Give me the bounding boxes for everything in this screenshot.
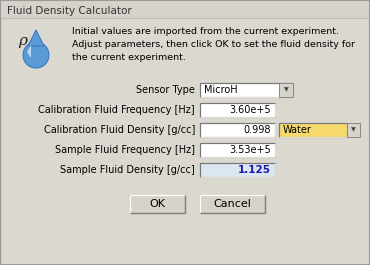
Bar bbox=[200, 195, 265, 213]
Text: OK: OK bbox=[149, 199, 165, 209]
Text: Water: Water bbox=[283, 125, 312, 135]
Bar bbox=[347, 123, 360, 137]
Text: 1.125: 1.125 bbox=[238, 165, 271, 175]
Text: Sample Fluid Density [g/cc]: Sample Fluid Density [g/cc] bbox=[60, 165, 195, 175]
Text: ρ: ρ bbox=[18, 34, 27, 48]
Text: 3.60e+5: 3.60e+5 bbox=[229, 105, 271, 115]
Polygon shape bbox=[28, 30, 44, 46]
Bar bbox=[200, 83, 293, 97]
Text: MicroH: MicroH bbox=[204, 85, 238, 95]
Bar bbox=[200, 103, 275, 117]
Text: Sensor Type: Sensor Type bbox=[136, 85, 195, 95]
Bar bbox=[200, 143, 275, 157]
Bar bbox=[200, 163, 275, 177]
Text: Calibration Fluid Density [g/cc]: Calibration Fluid Density [g/cc] bbox=[44, 125, 195, 135]
Text: Adjust parameters, then click OK to set the fluid density for: Adjust parameters, then click OK to set … bbox=[72, 40, 355, 49]
Bar bbox=[200, 123, 275, 137]
Text: 0.998: 0.998 bbox=[243, 125, 271, 135]
Text: ▼: ▼ bbox=[284, 87, 288, 92]
Bar bbox=[279, 83, 293, 97]
Text: the current experiment.: the current experiment. bbox=[72, 53, 186, 62]
Text: Sample Fluid Frequency [Hz]: Sample Fluid Frequency [Hz] bbox=[55, 145, 195, 155]
Polygon shape bbox=[27, 45, 31, 58]
Text: Calibration Fluid Frequency [Hz]: Calibration Fluid Frequency [Hz] bbox=[38, 105, 195, 115]
Text: Cancel: Cancel bbox=[213, 199, 252, 209]
Text: 3.53e+5: 3.53e+5 bbox=[229, 145, 271, 155]
Bar bbox=[0, 0, 370, 18]
Bar bbox=[279, 123, 347, 137]
Circle shape bbox=[23, 42, 49, 68]
Text: Initial values are imported from the current experiment.: Initial values are imported from the cur… bbox=[72, 27, 339, 36]
Text: ▼: ▼ bbox=[351, 127, 356, 132]
Bar bbox=[130, 195, 185, 213]
Text: Fluid Density Calculator: Fluid Density Calculator bbox=[7, 6, 132, 16]
